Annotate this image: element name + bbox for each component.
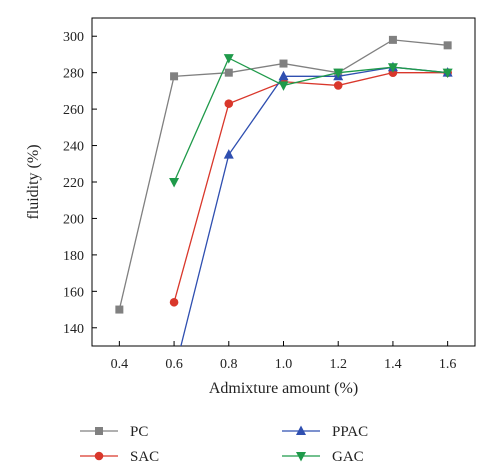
y-tick-label: 260 xyxy=(63,103,84,118)
series-line-sac xyxy=(173,72,448,303)
legend-item-sac: SAC xyxy=(80,449,159,465)
data-point-gac xyxy=(442,68,453,79)
data-point-pc xyxy=(279,59,288,68)
series-ppac xyxy=(180,61,453,346)
y-tick-label: 200 xyxy=(63,212,84,227)
legend-label-pc: PC xyxy=(130,424,148,440)
data-point-gac xyxy=(169,178,180,188)
data-point-gac xyxy=(223,54,234,64)
y-tick-label: 140 xyxy=(63,322,84,337)
legend-swatch-marker xyxy=(95,427,103,435)
legend-item-gac: GAC xyxy=(282,449,364,465)
legend-item-ppac: PPAC xyxy=(282,424,368,440)
legend-swatch-marker xyxy=(94,451,104,461)
data-point-pc xyxy=(388,35,397,44)
series-sac xyxy=(169,68,452,307)
x-tick-label: 0.8 xyxy=(220,357,238,372)
series-line-ppac xyxy=(180,66,448,346)
legend-swatch-marker xyxy=(296,452,306,462)
series-line-gac xyxy=(173,57,448,183)
data-point-sac xyxy=(224,99,234,108)
series-gac xyxy=(169,54,453,188)
legend: PC SAC PPAC GAC xyxy=(80,424,368,465)
y-tick-label: 160 xyxy=(63,285,84,300)
y-tick-label: 280 xyxy=(63,67,84,82)
data-point-pc xyxy=(443,41,452,50)
data-point-ppac xyxy=(278,70,289,81)
y-tick-label: 220 xyxy=(63,176,84,191)
x-tick-label: 0.6 xyxy=(165,357,183,372)
y-tick-label: 300 xyxy=(63,30,84,45)
x-axis-label: Admixture amount (%) xyxy=(209,380,358,397)
legend-label-gac: GAC xyxy=(332,449,364,465)
x-tick-label: 1.4 xyxy=(384,357,402,372)
axes-layer: 0.4 0.6 0.8 1.0 1.2 1.4 1.6 140 160 180 200 220 240 2… xyxy=(63,30,456,372)
data-point-ppac xyxy=(223,149,234,159)
legend-label-ppac: PPAC xyxy=(332,424,368,440)
series-layer xyxy=(115,35,453,346)
y-tick-label: 180 xyxy=(63,249,84,264)
x-tick-label: 0.4 xyxy=(111,357,129,372)
legend-item-pc: PC xyxy=(80,424,148,440)
data-point-gac xyxy=(387,63,398,73)
x-tick-label: 1.0 xyxy=(275,357,293,372)
data-point-gac xyxy=(333,68,344,79)
data-point-pc xyxy=(170,72,179,81)
data-point-sac xyxy=(169,297,179,307)
legend-label-sac: SAC xyxy=(130,449,159,465)
data-point-gac xyxy=(278,81,289,91)
data-point-pc xyxy=(115,305,124,314)
legend-swatch-marker xyxy=(296,425,306,435)
data-point-sac xyxy=(333,81,343,90)
x-tick-label: 1.2 xyxy=(329,357,347,372)
y-tick-label: 240 xyxy=(63,140,84,155)
x-tick-label: 1.6 xyxy=(439,357,457,372)
data-point-pc xyxy=(224,68,233,77)
y-axis-label: fluidity (%) xyxy=(25,144,42,219)
